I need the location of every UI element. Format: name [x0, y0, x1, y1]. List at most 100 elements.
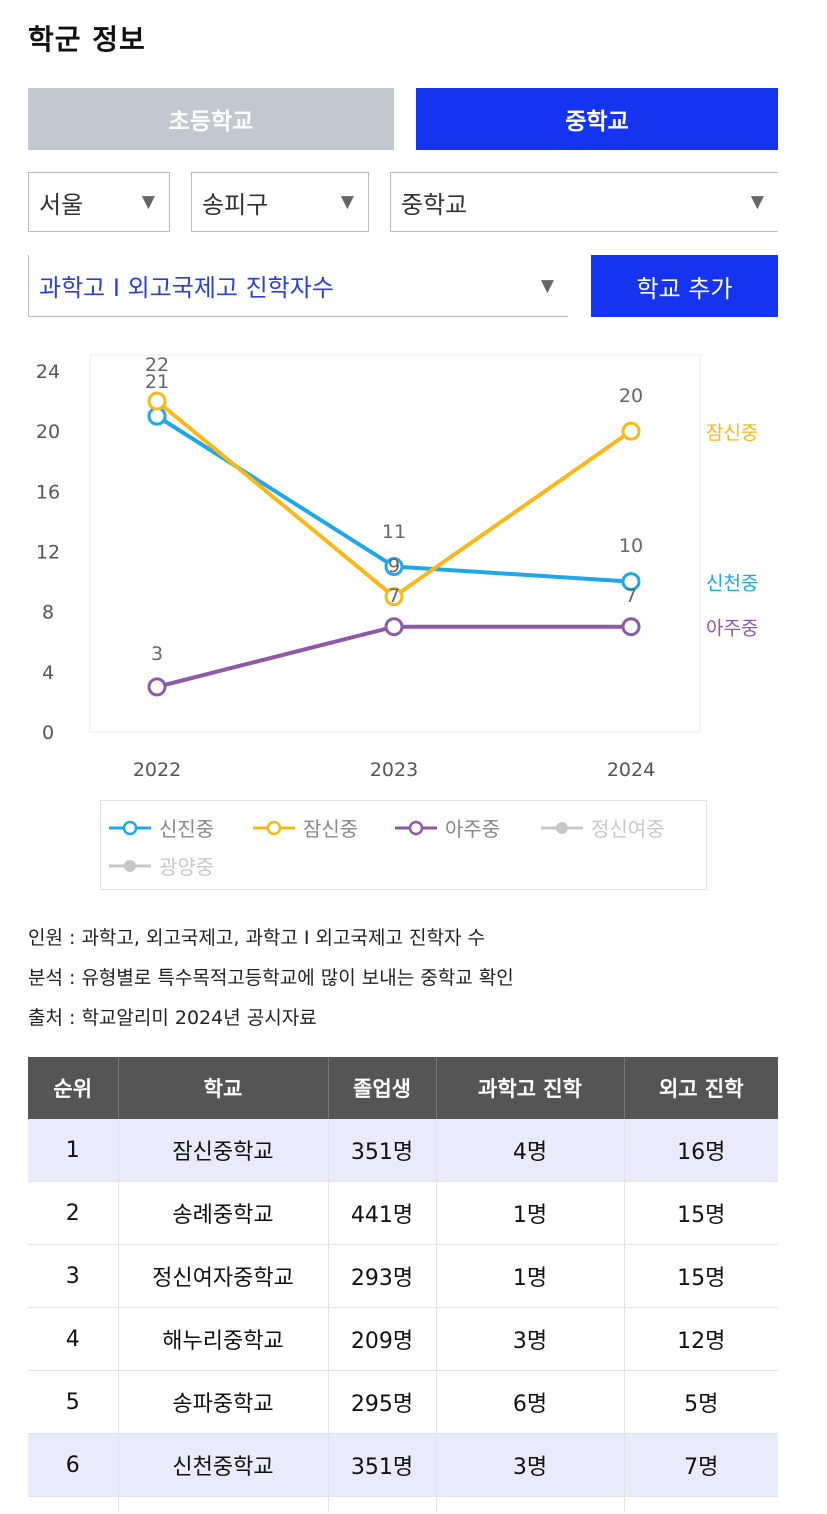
- cell-foreign-language-high: 15명: [624, 1181, 778, 1245]
- cell-empty: [624, 1497, 778, 1514]
- column-header-science-high[interactable]: 과학고 진학: [436, 1057, 625, 1119]
- legend-item[interactable]: 아주중: [395, 813, 500, 842]
- table-row[interactable]: 2 송례중학교 441명 1명 15명: [28, 1181, 778, 1245]
- cell-rank: 4: [28, 1307, 119, 1371]
- cell-foreign-language-high: 16명: [624, 1119, 778, 1182]
- y-tick-label: 16: [36, 481, 60, 503]
- metric-select[interactable]: 과학고 I 외고국제고 진학자수 ▼: [28, 255, 568, 317]
- cell-graduates: 351명: [328, 1119, 437, 1182]
- note-source: 출처 : 학교알리미 2024년 공시자료: [28, 1007, 317, 1029]
- cell-graduates: 441명: [328, 1181, 437, 1245]
- city-select-value: 서울: [39, 190, 84, 219]
- plot-area: [89, 354, 701, 733]
- data-point: [384, 617, 404, 637]
- data-label: 3: [151, 643, 163, 665]
- data-label: 20: [619, 385, 643, 407]
- cell-science-high: 3명: [436, 1433, 625, 1497]
- chevron-down-icon: ▼: [141, 192, 155, 212]
- cell-graduates: 209명: [328, 1307, 437, 1371]
- note-metric: 인원 : 과학고, 외고국제고, 과학고 I 외고국제고 진학자 수: [28, 927, 485, 949]
- data-point: [621, 617, 641, 637]
- cell-foreign-language-high: 15명: [624, 1244, 778, 1308]
- cell-rank: 6: [28, 1433, 119, 1497]
- table-row[interactable]: 4 해누리중학교 209명 3명 12명: [28, 1307, 778, 1371]
- data-label: 10: [619, 535, 643, 557]
- x-tick-label: 2022: [133, 759, 181, 781]
- legend-line-marker-icon: [109, 859, 151, 872]
- cell-school: 송파중학교: [118, 1370, 329, 1434]
- chevron-down-icon: ▼: [750, 192, 764, 212]
- legend-item[interactable]: 정신여중: [541, 813, 665, 842]
- column-header-graduates[interactable]: 졸업생: [328, 1057, 437, 1119]
- legend-label: 신진중: [159, 817, 215, 841]
- data-point: [384, 557, 404, 577]
- cell-empty: [328, 1496, 437, 1513]
- column-header-foreign-language-high[interactable]: 외고 진학: [624, 1057, 778, 1119]
- tab-elementary-school[interactable]: 초등학교: [28, 88, 394, 150]
- cell-science-high: 4명: [436, 1119, 625, 1182]
- chart-notes: 인원 : 과학고, 외고국제고, 과학고 I 외고국제고 진학자 수 분석 : …: [28, 918, 514, 1038]
- legend-label: 정신여중: [591, 817, 665, 841]
- cell-foreign-language-high: 5명: [624, 1370, 778, 1434]
- y-tick-label: 8: [42, 602, 54, 624]
- cell-graduates: 351명: [328, 1433, 437, 1497]
- legend-label: 잠신중: [303, 817, 359, 841]
- school-type-select-value: 중학교: [401, 190, 468, 219]
- cell-school: 정신여자중학교: [118, 1244, 329, 1308]
- add-school-button[interactable]: 학교 추가: [591, 255, 778, 317]
- cell-foreign-language-high: 7명: [624, 1433, 778, 1497]
- data-point: [147, 391, 167, 411]
- legend-label: 아주중: [445, 817, 501, 841]
- note-analysis: 분석 : 유형별로 특수목적고등학교에 많이 보내는 중학교 확인: [28, 967, 514, 989]
- legend-item[interactable]: 잠신중: [253, 813, 358, 842]
- cell-empty: [436, 1496, 625, 1513]
- y-tick-label: 4: [42, 662, 54, 684]
- y-tick-label: 12: [36, 542, 60, 564]
- series-end-label: 잠신중: [706, 422, 758, 444]
- data-label: 9: [388, 555, 400, 577]
- cell-science-high: 1명: [436, 1181, 625, 1245]
- y-tick-label: 24: [36, 361, 60, 383]
- cell-rank: 3: [28, 1244, 119, 1308]
- cell-rank: 2: [28, 1181, 119, 1245]
- legend-item[interactable]: 광양중: [109, 851, 214, 880]
- district-select[interactable]: 송피구 ▼: [191, 172, 369, 232]
- series-end-label: 신천중: [706, 573, 758, 595]
- chevron-down-icon: ▼: [340, 192, 354, 212]
- data-point: [384, 587, 404, 607]
- tab-middle-school[interactable]: 중학교: [416, 88, 778, 150]
- x-tick-label: 2024: [607, 759, 655, 781]
- legend-line-marker-icon: [541, 821, 583, 834]
- data-label: 7: [625, 585, 637, 607]
- data-label: 7: [388, 585, 400, 607]
- data-label: 21: [145, 371, 169, 393]
- series-end-label: 아주중: [706, 618, 758, 640]
- cell-science-high: 6명: [436, 1370, 625, 1434]
- table-row[interactable]: 1 잠신중학교 351명 4명 16명: [28, 1119, 778, 1182]
- table-row[interactable]: 5 송파중학교 295명 6명 5명: [28, 1370, 778, 1434]
- cell-graduates: 293명: [328, 1244, 437, 1308]
- cell-foreign-language-high: 12명: [624, 1307, 778, 1371]
- table-header-row: 순위 학교 졸업생 과학고 진학 외고 진학: [28, 1057, 778, 1119]
- metric-select-value: 과학고 I 외고국제고 진학자수: [39, 274, 334, 302]
- data-point: [147, 677, 167, 697]
- y-tick-label: 0: [42, 722, 54, 744]
- cell-science-high: 1명: [436, 1244, 625, 1308]
- table-row[interactable]: 6 신천중학교 351명 3명 7명: [28, 1433, 778, 1497]
- legend-item[interactable]: 신진중: [109, 813, 214, 842]
- legend-line-marker-icon: [253, 820, 295, 835]
- y-tick-label: 20: [36, 421, 60, 443]
- cell-empty: [28, 1496, 119, 1513]
- table-row[interactable]: 3 정신여자중학교 293명 1명 15명: [28, 1244, 778, 1308]
- legend-label: 광양중: [159, 855, 215, 879]
- school-type-select[interactable]: 중학교 ▼: [390, 172, 778, 232]
- ranking-table: 순위 학교 졸업생 과학고 진학 외고 진학 1 잠신중학교 351명 4명 16명 2 송…: [28, 1057, 778, 1513]
- column-header-school[interactable]: 학교: [118, 1057, 329, 1119]
- cell-graduates: 295명: [328, 1370, 437, 1434]
- city-select[interactable]: 서울 ▼: [28, 172, 170, 232]
- cell-science-high: 3명: [436, 1307, 625, 1371]
- data-label: 11: [382, 521, 406, 543]
- column-header-rank[interactable]: 순위: [28, 1057, 119, 1119]
